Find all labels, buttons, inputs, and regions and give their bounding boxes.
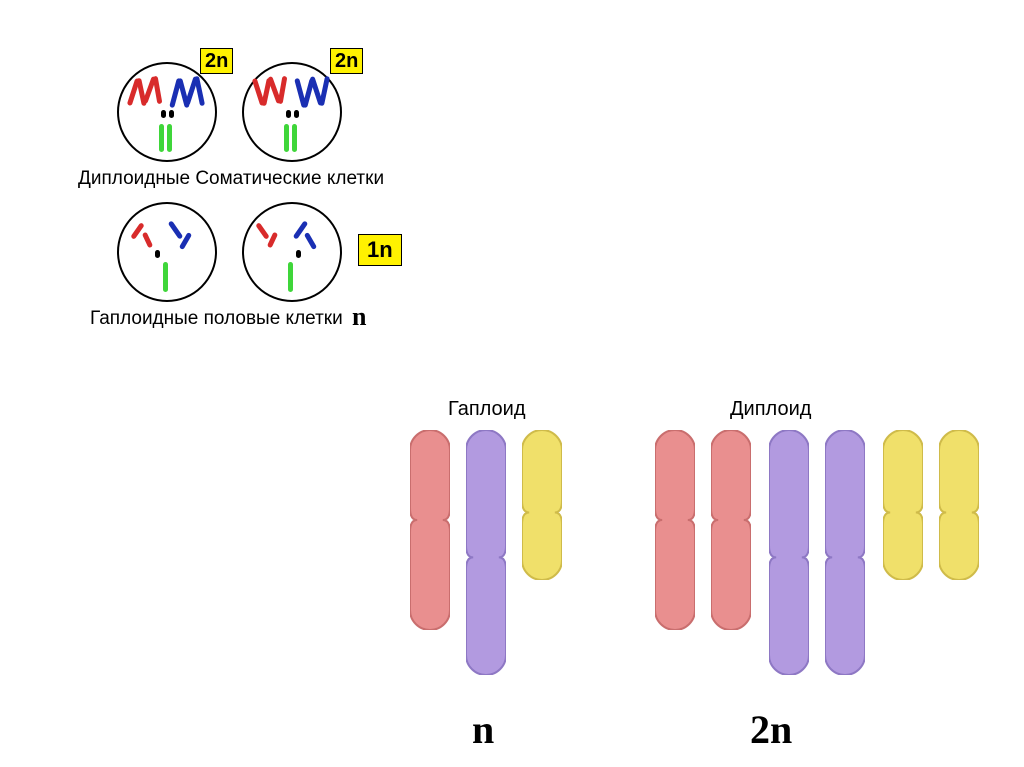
chromatid: [288, 262, 293, 292]
diploid-cell-left: [117, 62, 217, 162]
chromatid: [319, 76, 330, 106]
chromatid: [284, 124, 289, 152]
label-big-2n: 2n: [750, 706, 792, 753]
title-diploid: Диплоид: [730, 398, 811, 421]
chromosome-pink: [655, 430, 695, 630]
chromatid: [168, 220, 184, 239]
centromere-dot: [169, 110, 174, 118]
chromosome-pink: [711, 430, 751, 630]
centromere-dot: [296, 250, 301, 258]
chromatid: [159, 124, 164, 152]
centromere-dot: [155, 250, 160, 258]
chromatid: [194, 76, 205, 106]
caption-diploid-somatic: Диплоидные Соматические клетки: [78, 168, 384, 190]
chromosome-purple: [466, 430, 506, 675]
label-1n: 1n: [358, 234, 402, 266]
centromere-dot: [294, 110, 299, 118]
haploid-cell-left: [117, 202, 217, 302]
chromatid: [304, 232, 317, 250]
chromatid: [255, 222, 269, 240]
chromosome-pink: [410, 430, 450, 630]
label-2n-right: 2n: [330, 48, 363, 74]
chromatid: [278, 76, 288, 104]
chromatid: [292, 124, 297, 152]
haploid-cell-right: [242, 202, 342, 302]
chromatid: [153, 76, 163, 104]
caption-haploid-gametes: Гаплоидные половые клетки: [90, 308, 343, 330]
chromosome-yellow: [883, 430, 923, 580]
label-big-n: n: [472, 706, 494, 753]
chromosome-yellow: [522, 430, 562, 580]
title-haploid: Гаплоид: [448, 398, 526, 421]
chromatid: [142, 232, 153, 249]
diagram-stage: 2n 2n 1n Диплоидные Соматические клетки …: [0, 0, 1024, 767]
chromosome-yellow: [939, 430, 979, 580]
chromosome-purple: [769, 430, 809, 675]
chromatid: [167, 124, 172, 152]
diploid-cell-right: [242, 62, 342, 162]
label-2n-left: 2n: [200, 48, 233, 74]
centromere-dot: [286, 110, 291, 118]
chromatid: [267, 232, 278, 249]
caption-n-right: n: [352, 302, 366, 332]
chromatid: [163, 262, 168, 292]
centromere-dot: [161, 110, 166, 118]
chromosome-purple: [825, 430, 865, 675]
